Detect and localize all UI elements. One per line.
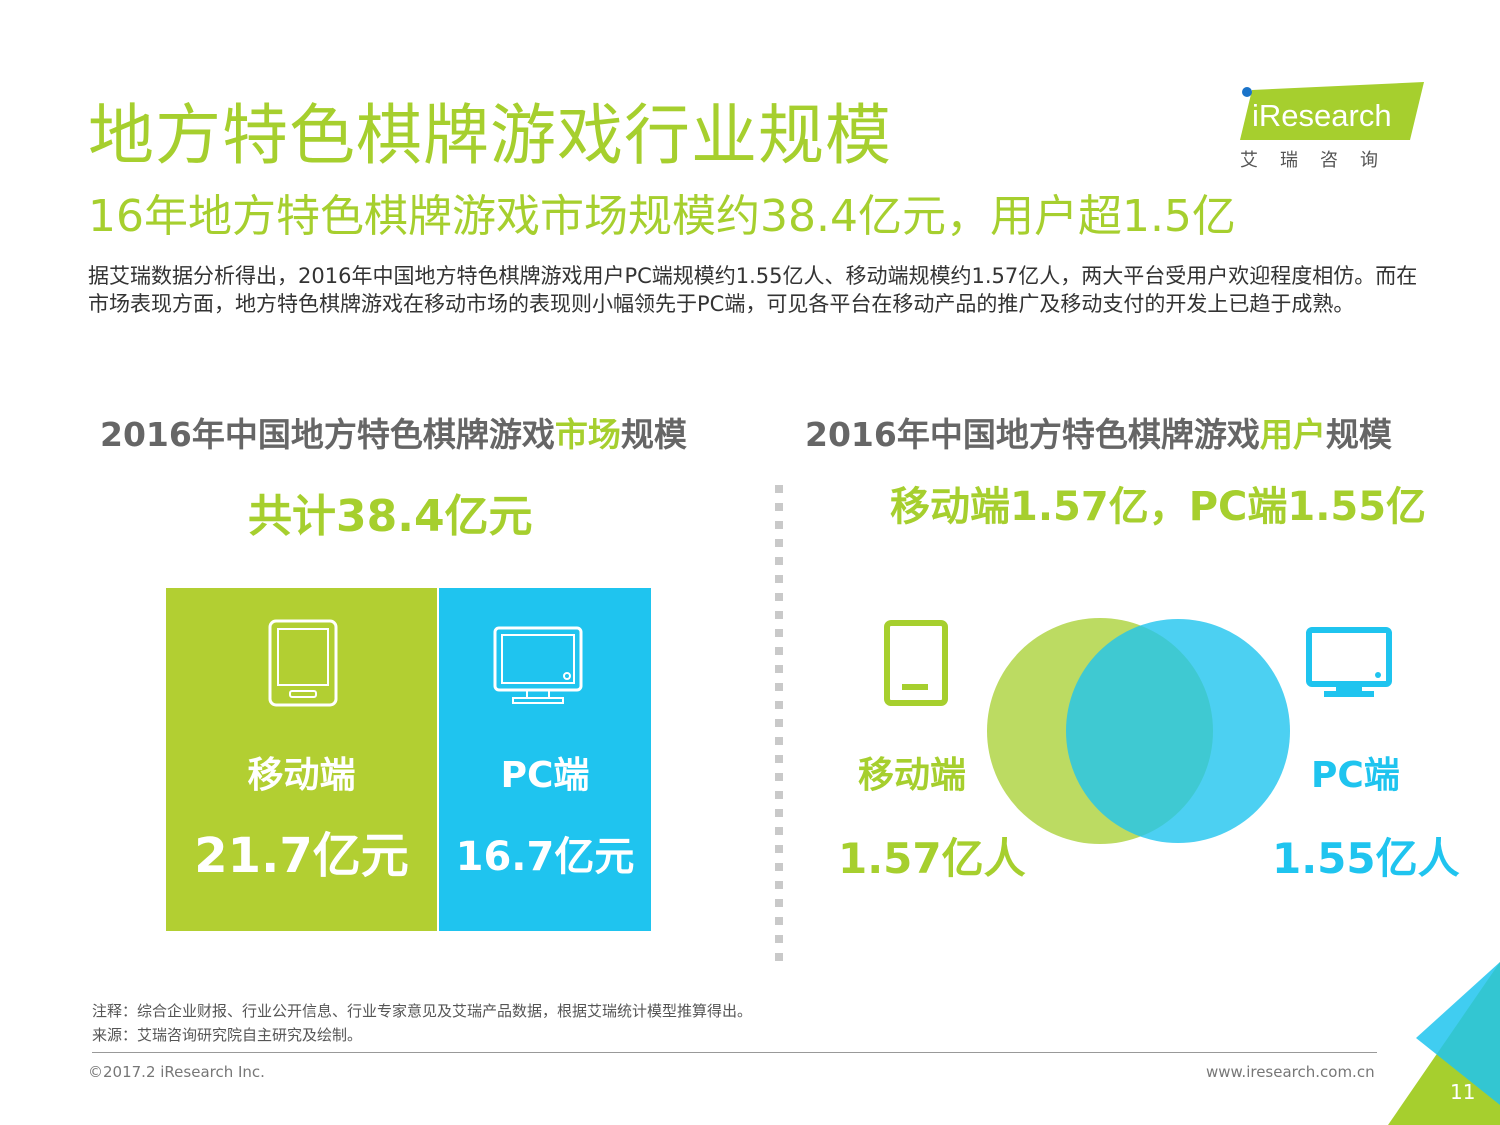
page-title: 地方特色棋牌游戏行业规模 <box>88 97 892 174</box>
mobile-market-block: 移动端 21.7亿元 <box>166 588 437 931</box>
tablet-icon <box>884 620 948 706</box>
users-venn-diagram <box>987 618 1290 844</box>
monitor-icon <box>493 626 583 704</box>
market-section-title: 2016年中国地方特色棋牌游戏市场规模 <box>100 415 687 454</box>
pc-users-value: 1.55亿人 <box>1272 834 1460 883</box>
pc-users-label: PC端 <box>1311 755 1400 796</box>
pc-market-block: PC端 16.7亿元 <box>439 588 651 931</box>
source-note: 来源：艾瑞咨询研究院自主研究及绘制。 <box>92 1026 363 1044</box>
market-title-highlight: 市场 <box>554 415 621 454</box>
users-section-title: 2016年中国地方特色棋牌游戏用户规模 <box>805 415 1392 454</box>
website-link[interactable]: www.iresearch.com.cn <box>1206 1063 1375 1081</box>
logo-brand-text: iResearch <box>1252 98 1392 133</box>
users-total: 移动端1.57亿，PC端1.55亿 <box>890 484 1427 530</box>
pc-market-label: PC端 <box>500 755 590 796</box>
market-total: 共计38.4亿元 <box>248 491 533 542</box>
page-subtitle: 16年地方特色棋牌游戏市场规模约38.4亿元，用户超1.5亿 <box>88 191 1236 242</box>
pc-market-value: 16.7亿元 <box>455 834 635 880</box>
users-title-highlight: 用户 <box>1259 415 1326 454</box>
mobile-users-label: 移动端 <box>858 755 967 796</box>
pc-users-circle <box>1066 619 1290 843</box>
page-number: 11 <box>1450 1080 1476 1104</box>
section-divider <box>775 485 783 970</box>
corner-decoration <box>1388 962 1500 1125</box>
intro-paragraph: 据艾瑞数据分析得出，2016年中国地方特色棋牌游戏用户PC端规模约1.55亿人、… <box>88 264 1418 316</box>
copyright: ©2017.2 iResearch Inc. <box>88 1063 265 1081</box>
mobile-market-value: 21.7亿元 <box>194 828 409 884</box>
footnote: 注释：综合企业财报、行业公开信息、行业专家意见及艾瑞产品数据，根据艾瑞统计模型推… <box>92 1002 753 1020</box>
logo-cn-text: 艾瑞咨询 <box>1240 150 1400 171</box>
tablet-icon <box>268 619 338 707</box>
footer-divider <box>92 1052 1377 1053</box>
mobile-users-value: 1.57亿人 <box>838 834 1026 883</box>
monitor-icon <box>1306 627 1392 697</box>
mobile-market-label: 移动端 <box>247 755 356 796</box>
iresearch-logo: iResearch <box>1240 82 1424 140</box>
